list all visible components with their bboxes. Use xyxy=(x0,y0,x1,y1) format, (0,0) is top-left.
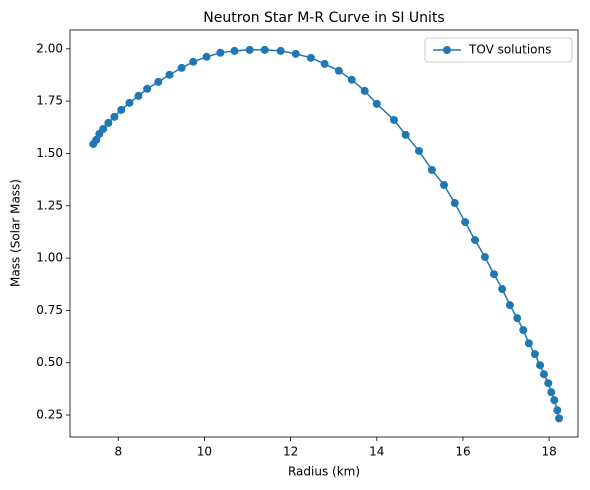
y-tick-label: 0.75 xyxy=(36,303,63,317)
legend-marker xyxy=(443,46,451,54)
point xyxy=(372,99,381,108)
point xyxy=(125,98,134,107)
point xyxy=(547,388,556,397)
point xyxy=(216,48,225,57)
y-tick-label: 1.75 xyxy=(36,94,63,108)
x-tick-label: 10 xyxy=(197,445,212,459)
point xyxy=(530,350,539,359)
point xyxy=(450,199,459,208)
x-tick-label: 16 xyxy=(455,445,470,459)
point xyxy=(154,77,163,86)
point xyxy=(110,112,119,121)
plot-frame xyxy=(69,29,579,438)
point xyxy=(489,270,498,279)
point xyxy=(334,66,343,75)
x-tick-label: 18 xyxy=(541,445,556,459)
point xyxy=(134,91,143,100)
point xyxy=(415,146,424,155)
point xyxy=(505,301,514,310)
point xyxy=(260,45,269,54)
y-tick-label: 0.25 xyxy=(36,408,63,422)
point xyxy=(524,339,533,348)
x-tick-label: 12 xyxy=(283,445,298,459)
y-tick-label: 0.50 xyxy=(36,355,63,369)
point xyxy=(189,57,198,66)
point xyxy=(99,124,108,133)
point xyxy=(461,218,470,227)
point xyxy=(104,118,113,127)
point xyxy=(401,130,410,139)
point xyxy=(427,165,436,174)
point xyxy=(360,86,369,95)
x-tick-label: 14 xyxy=(369,445,384,459)
point xyxy=(513,314,522,323)
point xyxy=(536,361,545,370)
point xyxy=(553,406,562,415)
point xyxy=(439,181,448,190)
x-tick-label: 8 xyxy=(114,445,122,459)
legend-label: TOV solutions xyxy=(468,43,551,57)
legend-box xyxy=(424,37,573,63)
point xyxy=(276,46,285,55)
point xyxy=(550,396,559,405)
point xyxy=(320,59,329,68)
y-tick-label: 1.00 xyxy=(36,251,63,265)
point xyxy=(245,45,254,54)
point xyxy=(165,70,174,79)
point xyxy=(544,379,553,388)
point xyxy=(480,253,489,262)
y-tick-label: 1.25 xyxy=(36,198,63,212)
point xyxy=(347,75,356,84)
x-axis-label: Radius (km) xyxy=(288,465,360,479)
point xyxy=(306,53,315,62)
chart-title: Neutron Star M-R Curve in SI Units xyxy=(203,10,444,26)
point xyxy=(555,414,564,423)
point xyxy=(291,49,300,58)
point xyxy=(471,236,480,245)
point xyxy=(177,63,186,72)
point xyxy=(230,46,239,55)
point xyxy=(202,52,211,61)
y-axis-label: Mass (Solar Mass) xyxy=(9,179,23,287)
y-tick-label: 1.50 xyxy=(36,146,63,160)
point xyxy=(390,115,399,124)
point xyxy=(498,285,507,294)
point xyxy=(117,105,126,114)
y-tick-label: 2.00 xyxy=(36,41,63,55)
point xyxy=(539,370,548,379)
point xyxy=(143,84,152,93)
point xyxy=(519,326,528,335)
